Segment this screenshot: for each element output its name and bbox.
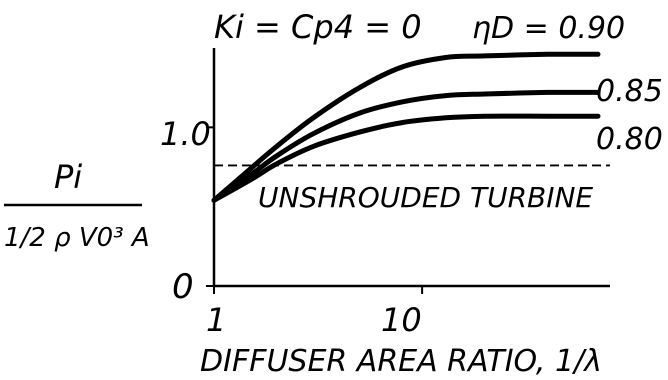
- y-axis-label-denominator: 1/2 ρ V0³ A: [4, 223, 150, 253]
- unshrouded-turbine-label: UNSHROUDED TURBINE: [258, 181, 593, 214]
- y-tick-label-0: 0: [172, 267, 194, 307]
- series-line-090: [211, 51, 601, 203]
- y-tick-label-1: 1.0: [160, 115, 211, 153]
- y-axis-label-numerator: Pi: [54, 158, 82, 196]
- series-line-080: [211, 113, 601, 203]
- series-line-085: [211, 89, 601, 203]
- x-tick-label-1: 1: [206, 301, 226, 339]
- series-label-080: 0.80: [596, 122, 663, 157]
- series-label-085: 0.85: [596, 74, 663, 109]
- x-axis-label: DIFFUSER AREA RATIO, 1/λ: [200, 344, 602, 379]
- x-tick-label-10: 10: [381, 301, 422, 339]
- series-label-090: ηD = 0.90: [472, 11, 625, 46]
- chart-title: Ki = Cp4 = 0: [214, 8, 422, 46]
